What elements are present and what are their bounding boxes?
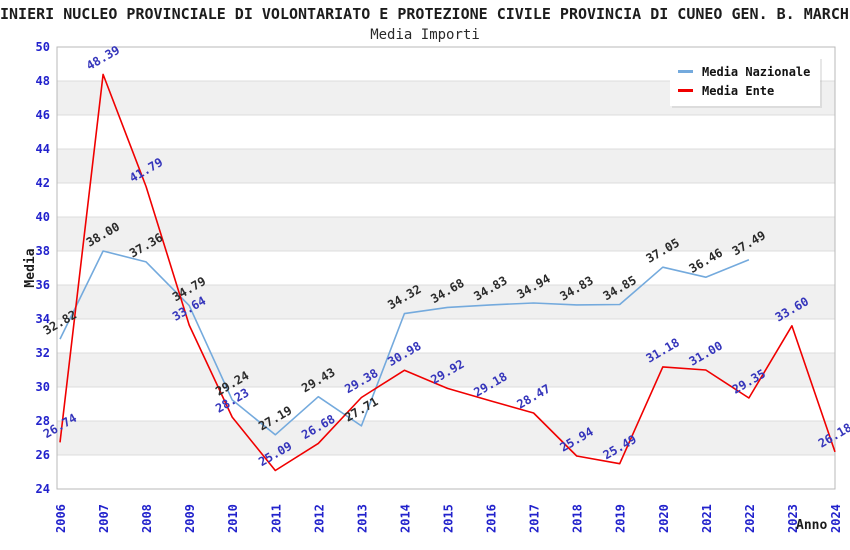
x-tick-label: 2013 [355,504,369,533]
series-line-media-nazionale [59,250,750,436]
series-lines [59,73,836,472]
legend-label-media-ente: Media Ente [702,83,775,98]
legend-swatch-media-ente [678,89,693,92]
x-axis-title: Anno [796,518,827,533]
band [57,115,835,149]
band [57,455,835,489]
x-tick-label: 2008 [140,504,154,533]
chart-legend: Media Nazionale Media Ente [670,57,821,106]
x-tick-label: 2022 [743,504,757,533]
y-tick-label: 38 [36,244,50,258]
band [57,183,835,217]
band [57,149,835,183]
y-axis-tick-labels: 24 26 28 30 32 34 36 38 40 42 44 46 48 50 [36,40,50,496]
plot-background-bands [57,47,835,489]
x-tick-label: 2015 [442,504,456,533]
page-title: INIERI NUCLEO PROVINCIALE DI VOLONTARIAT… [0,5,850,23]
legend-label-media-nazionale: Media Nazionale [702,64,811,79]
band [57,319,835,353]
legend-item-media-ente: Media Ente [678,81,810,100]
y-tick-label: 46 [36,108,50,122]
y-tick-label: 42 [36,176,50,190]
legend-item-media-nazionale: Media Nazionale [678,62,810,81]
x-tick-label: 2016 [485,504,499,533]
x-tick-label: 2009 [183,504,197,533]
band [57,387,835,421]
x-tick-label: 2006 [54,504,68,533]
x-tick-label: 2010 [226,504,240,533]
band [57,421,835,455]
y-tick-label: 32 [36,346,50,360]
x-tick-label: 2014 [398,504,412,533]
band [57,251,835,285]
x-tick-label: 2018 [571,504,585,533]
y-tick-label: 26 [36,448,50,462]
band [57,217,835,251]
legend-swatch-media-nazionale [678,70,693,73]
x-tick-label: 2024 [829,504,843,533]
y-tick-label: 44 [36,142,50,156]
x-tick-label: 2007 [97,504,111,533]
x-tick-label: 2012 [312,504,326,533]
chart-subtitle: Media Importi [370,27,480,43]
y-tick-label: 50 [36,40,50,54]
x-tick-label: 2023 [786,504,800,533]
series-line-media-ente [59,73,836,472]
x-tick-label: 2020 [657,504,671,533]
y-axis-title: Media [23,248,38,287]
y-tick-label: 30 [36,380,50,394]
x-tick-label: 2011 [269,504,283,533]
y-tick-label: 28 [36,414,50,428]
x-tick-label: 2021 [700,504,714,533]
y-tick-label: 40 [36,210,50,224]
plot-border [56,46,836,490]
y-tick-label: 48 [36,74,50,88]
y-tick-label: 34 [36,312,50,326]
x-tick-label: 2017 [528,504,542,533]
x-axis-tick-labels: 2006 2007 2008 2009 2010 2011 2012 2013 2014 2015… [54,504,843,533]
x-tick-label: 2019 [614,504,628,533]
y-tick-label: 24 [36,482,50,496]
y-tick-label: 36 [36,278,50,292]
